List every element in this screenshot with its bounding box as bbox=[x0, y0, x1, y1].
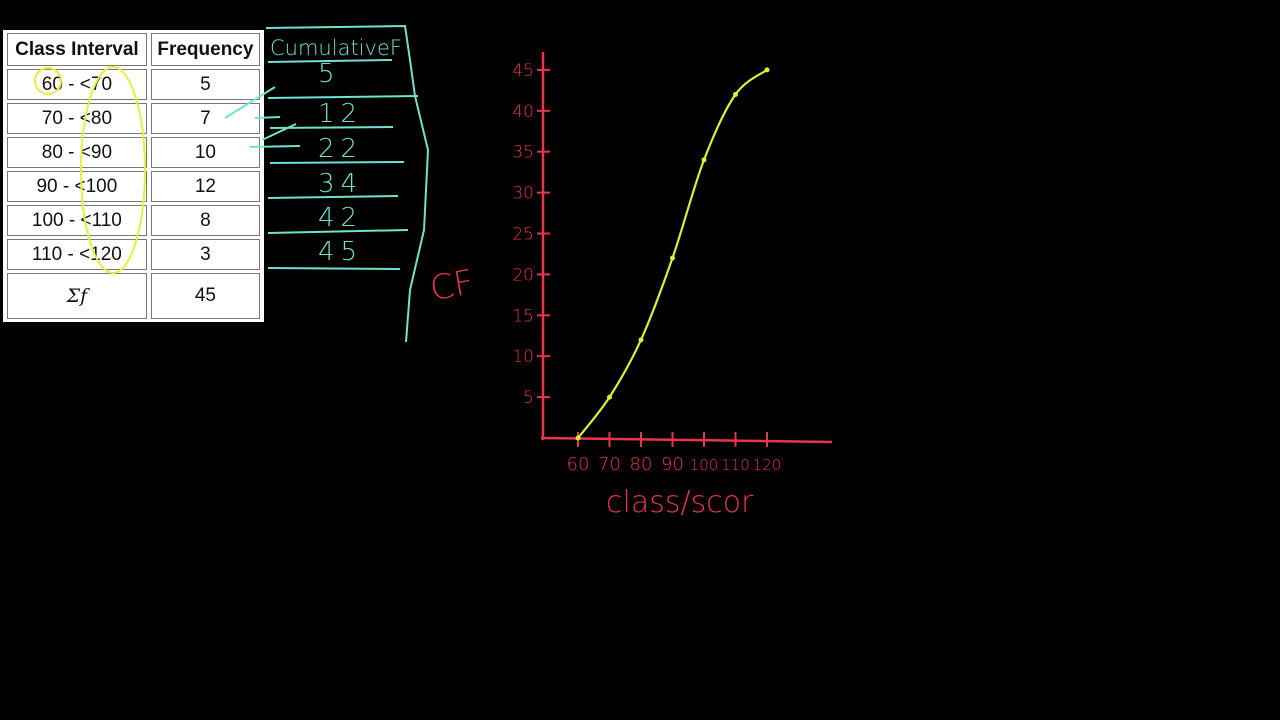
table-header-row: Class Interval Frequency bbox=[7, 33, 260, 66]
data-point bbox=[764, 67, 770, 73]
sum-row: Σf 45 bbox=[7, 273, 260, 319]
y-tick-label: 45 bbox=[512, 61, 534, 81]
interval-cell: 110 - <120 bbox=[7, 239, 147, 270]
interval-cell: 60 - <70 bbox=[7, 69, 147, 100]
cumulative-value: 22 bbox=[318, 134, 363, 164]
cumulative-values: 5 12 22 34 42 45 bbox=[318, 59, 363, 267]
interval-cell: 100 - <110 bbox=[7, 205, 147, 236]
y-tick-label: 35 bbox=[512, 143, 534, 163]
data-point bbox=[638, 337, 644, 343]
ogive-curve bbox=[577, 68, 768, 439]
table-row: 90 - <100 12 bbox=[7, 171, 260, 202]
frequency-table: Class Interval Frequency 60 - <70 5 70 - … bbox=[3, 30, 264, 322]
frequency-cell: 3 bbox=[150, 239, 260, 270]
y-tick-label: 25 bbox=[512, 225, 534, 245]
table-row: 110 - <120 3 bbox=[7, 239, 260, 270]
data-point bbox=[575, 435, 581, 441]
interval-cell: 70 - <80 bbox=[7, 103, 147, 134]
table-row: 80 - <90 10 bbox=[7, 137, 260, 168]
sum-value: 45 bbox=[150, 273, 260, 319]
data-point bbox=[701, 157, 707, 163]
header-class-interval: Class Interval bbox=[7, 33, 147, 66]
y-tick-label: 15 bbox=[512, 306, 534, 326]
frequency-cell: 10 bbox=[150, 137, 260, 168]
y-tick-label: 40 bbox=[512, 102, 534, 122]
y-tick-label: 10 bbox=[512, 347, 534, 367]
cumulative-value: 42 bbox=[318, 203, 363, 233]
y-tick-label: 30 bbox=[512, 184, 534, 204]
x-tick-label: 70 bbox=[598, 454, 621, 475]
cumulative-header: CumulativeF bbox=[270, 36, 402, 60]
table-row: 60 - <70 5 bbox=[7, 69, 260, 100]
x-tick-label: 80 bbox=[630, 454, 653, 475]
interval-cell: 90 - <100 bbox=[7, 171, 147, 202]
x-axis-label: class/scor bbox=[606, 485, 754, 520]
data-point bbox=[733, 91, 738, 97]
ogive-chart: 5 10 15 20 25 30 35 40 45 60 70 80 90 100 110 120 CF c… bbox=[427, 52, 833, 520]
sum-label: Σf bbox=[7, 273, 147, 319]
x-tick-label: 110 bbox=[721, 456, 750, 474]
y-tick-label: 20 bbox=[512, 265, 534, 285]
y-tick-label: 5 bbox=[523, 388, 534, 408]
y-axis-label: CF bbox=[427, 262, 477, 309]
cumulative-value: 12 bbox=[318, 99, 363, 129]
x-tick-label: 120 bbox=[753, 456, 782, 474]
frequency-cell: 12 bbox=[150, 171, 260, 202]
frequency-cell: 5 bbox=[150, 69, 260, 100]
table-row: 100 - <110 8 bbox=[7, 205, 260, 236]
x-tick-label: 90 bbox=[661, 454, 684, 475]
x-tick-label: 100 bbox=[690, 456, 719, 474]
data-point bbox=[670, 255, 675, 261]
x-axis bbox=[540, 436, 833, 444]
cumulative-value: 5 bbox=[318, 59, 341, 89]
x-tick-label: 60 bbox=[567, 454, 590, 475]
frequency-cell: 8 bbox=[150, 205, 260, 236]
header-frequency: Frequency bbox=[150, 33, 260, 66]
cumulative-column-lines bbox=[224, 24, 430, 343]
cumulative-value: 34 bbox=[318, 169, 363, 199]
cumulative-value: 45 bbox=[318, 237, 363, 267]
highlight-oval-60 bbox=[34, 67, 62, 95]
table-row: 70 - <80 7 bbox=[7, 103, 260, 134]
interval-cell: 80 - <90 bbox=[7, 137, 147, 168]
data-point bbox=[607, 394, 612, 400]
highlight-oval-upper-bounds bbox=[80, 66, 146, 274]
